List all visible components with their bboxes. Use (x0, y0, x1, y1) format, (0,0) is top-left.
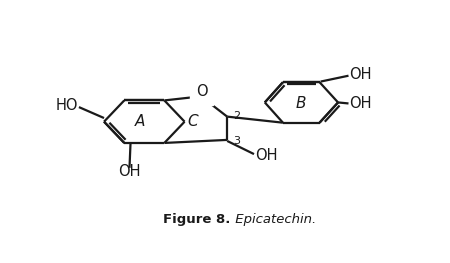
Text: 2: 2 (234, 111, 241, 121)
Text: C: C (187, 114, 198, 129)
Text: Epicatechin.: Epicatechin. (230, 213, 316, 226)
Text: O: O (196, 84, 207, 99)
Text: Figure 8.: Figure 8. (163, 213, 230, 226)
Text: A: A (135, 114, 145, 129)
Text: OH: OH (255, 148, 278, 163)
Text: OH: OH (349, 67, 372, 82)
Text: OH: OH (118, 164, 141, 179)
Text: 3: 3 (234, 136, 240, 146)
Text: HO: HO (55, 98, 78, 113)
Text: B: B (295, 96, 306, 111)
Text: OH: OH (349, 96, 372, 111)
